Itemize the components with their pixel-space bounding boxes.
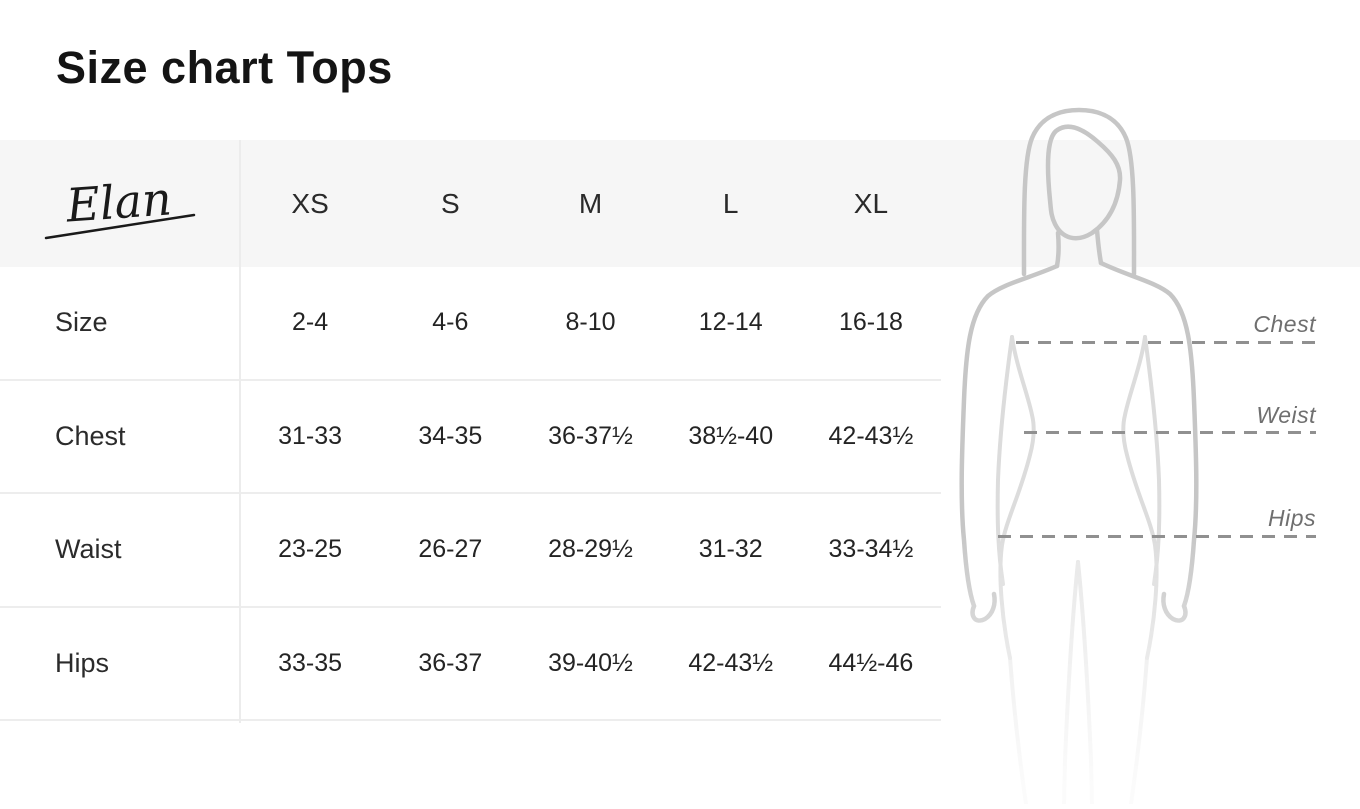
brand-logo: Elan <box>0 158 240 250</box>
chest-xs: 31-33 <box>278 421 343 450</box>
size-xs: 2-4 <box>292 308 329 337</box>
chest-measure-line <box>1016 341 1316 344</box>
hips-s: 36-37 <box>418 648 483 677</box>
body-measurement-figure <box>940 100 1360 806</box>
chest-m: 36-37½ <box>548 421 633 450</box>
table-row-chest: Chest 31-33 34-35 36-37½ 38½-40 42-43½ <box>0 381 941 494</box>
hips-m: 39-40½ <box>548 648 633 677</box>
table-column-divider <box>239 140 241 723</box>
waist-measure-label: Weist <box>1256 402 1316 428</box>
chest-l: 38½-40 <box>688 421 774 450</box>
row-label-waist: Waist <box>55 534 122 565</box>
hips-measure-line <box>998 535 1316 538</box>
elan-logo-icon: Elan <box>44 171 196 239</box>
hips-xs: 33-35 <box>278 648 343 677</box>
row-label-chest: Chest <box>55 420 126 451</box>
hips-xl: 44½-46 <box>828 648 914 677</box>
table-header-row: Elan XS S M L XL <box>0 140 941 267</box>
waist-measure-line <box>1024 431 1316 434</box>
waist-l: 31-32 <box>698 535 763 564</box>
hips-l: 42-43½ <box>688 648 774 677</box>
waist-s: 26-27 <box>418 535 483 564</box>
row-label-hips: Hips <box>55 647 110 678</box>
row-label-size: Size <box>55 307 108 338</box>
waist-m: 28-29½ <box>548 535 633 564</box>
size-s: 4-6 <box>432 308 469 337</box>
waist-xl: 33-34½ <box>828 535 914 564</box>
waist-xs: 23-25 <box>278 535 343 564</box>
table-row-size: Size 2-4 4-6 8-10 12-14 16-18 <box>0 267 941 381</box>
female-silhouette-icon <box>940 107 1360 806</box>
table-row-hips: Hips 33-35 36-37 39-40½ 42-43½ 44½-46 <box>0 608 941 721</box>
size-xl: 16-18 <box>838 308 903 337</box>
chest-xl: 42-43½ <box>828 421 914 450</box>
size-m: 8-10 <box>565 308 616 337</box>
size-col-header-s: S <box>440 187 460 219</box>
size-col-header-xs: XS <box>291 187 329 219</box>
chest-measure-label: Chest <box>1253 311 1316 337</box>
brand-logo-text: Elan <box>63 171 173 232</box>
size-chart-table: Elan XS S M L XL Size 2-4 4-6 8-10 12-14… <box>0 140 941 721</box>
hips-measure-label: Hips <box>1267 505 1316 531</box>
size-l: 12-14 <box>698 308 763 337</box>
table-row-waist: Waist 23-25 26-27 28-29½ 31-32 33-34½ <box>0 494 941 608</box>
size-col-header-xl: XL <box>853 187 889 219</box>
page-title: Size chart Tops <box>56 42 393 93</box>
size-col-header-m: M <box>578 187 603 219</box>
chest-s: 34-35 <box>418 421 483 450</box>
size-col-header-l: L <box>722 187 739 219</box>
